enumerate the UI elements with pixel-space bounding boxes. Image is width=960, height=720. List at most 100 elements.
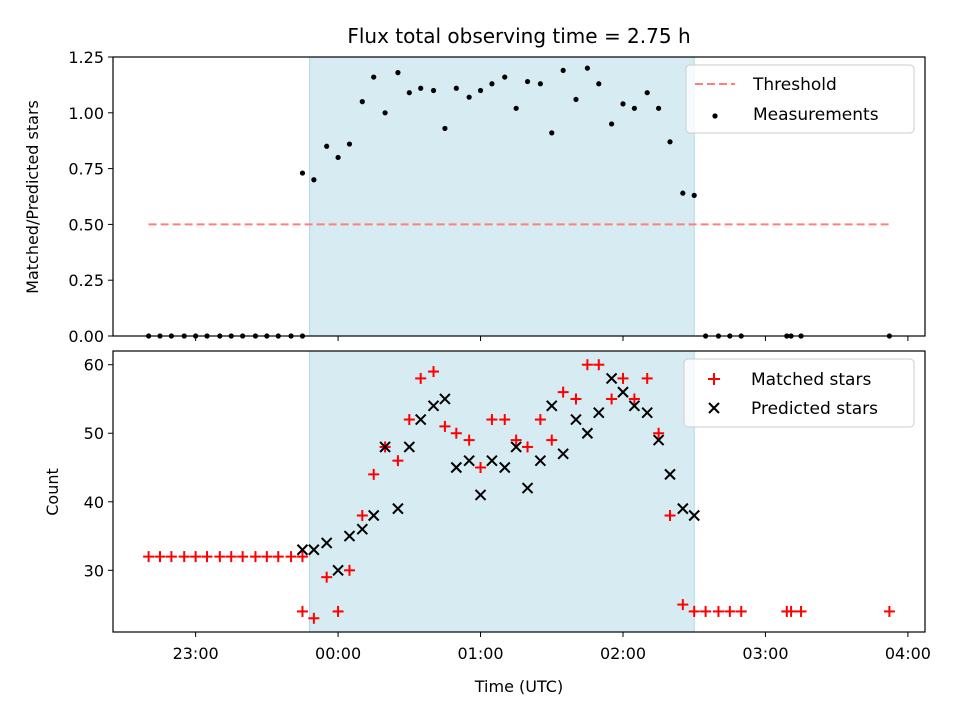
matched-star-point xyxy=(392,455,404,467)
bottom-y-tick-label: 30 xyxy=(84,561,104,580)
legend-predicted-label: Predicted stars xyxy=(751,399,878,419)
measurement-point xyxy=(477,87,484,94)
matched-star-point xyxy=(154,551,166,563)
predicted-star-point xyxy=(581,427,594,439)
predicted-star-point xyxy=(499,461,511,474)
measurement-point xyxy=(382,110,388,116)
measurement-point xyxy=(502,74,508,80)
predicted-star-point xyxy=(557,448,569,460)
matched-star-point xyxy=(486,414,498,426)
predicted-star-point xyxy=(486,454,498,467)
matched-star-point xyxy=(628,393,640,405)
measurement-point xyxy=(359,99,365,105)
top-legend: Threshold Measurements xyxy=(685,64,915,134)
measurement-point xyxy=(667,139,673,145)
bottom-x-tick-label: 04:00 xyxy=(885,644,931,663)
measurement-point xyxy=(691,192,697,198)
measurement-point xyxy=(549,130,555,136)
predicted-star-point xyxy=(343,530,356,542)
top-span-shade xyxy=(309,56,695,337)
measurement-point xyxy=(466,94,472,100)
predicted-star-point xyxy=(439,393,451,405)
matched-star-point xyxy=(428,366,440,378)
measurement-point xyxy=(584,65,590,71)
matched-star-point xyxy=(356,509,368,521)
measurement-point xyxy=(680,190,686,196)
matched-star-point xyxy=(883,605,895,617)
measurement-point xyxy=(430,87,437,94)
matched-star-point xyxy=(463,434,475,446)
matched-star-point xyxy=(700,605,712,617)
matched-star-point xyxy=(368,468,380,480)
matched-star-point xyxy=(534,414,546,426)
predicted-star-point xyxy=(414,413,427,426)
legend-measurements-swatch xyxy=(712,113,718,119)
matched-star-point xyxy=(557,386,569,398)
predicted-star-point xyxy=(332,564,344,577)
measurement-point xyxy=(371,74,377,80)
matched-star-point xyxy=(677,599,689,611)
matched-star-point xyxy=(653,427,665,439)
top-y-tick-label: 0.50 xyxy=(68,215,104,234)
bottom-axes-frame xyxy=(112,350,926,633)
matched-star-point xyxy=(237,551,249,563)
measurement-point xyxy=(620,101,626,107)
measurement-point xyxy=(560,67,566,73)
matched-star-point xyxy=(499,414,511,426)
matched-star-point xyxy=(581,359,593,371)
matched-star-point xyxy=(165,551,177,563)
predicted-star-point xyxy=(652,434,665,446)
matched-star-point xyxy=(272,551,284,563)
measurement-point xyxy=(418,85,424,91)
matched-star-point xyxy=(735,605,747,617)
matched-star-point xyxy=(570,393,582,405)
measurement-point xyxy=(453,85,459,91)
matched-star-point xyxy=(415,372,427,384)
predicted-star-point xyxy=(677,502,689,515)
predicted-star-point xyxy=(356,523,369,535)
predicted-star-point xyxy=(392,502,404,515)
matched-star-point xyxy=(403,414,415,426)
matched-star-point xyxy=(321,571,333,583)
matched-star-point xyxy=(795,605,807,617)
legend-matched-label: Matched stars xyxy=(751,370,871,390)
top-y-ticks: 0.00 0.25 0.50 0.75 1.00 1.25 xyxy=(68,48,113,346)
matched-star-points xyxy=(143,359,895,624)
chart-title: Flux total observing time = 2.75 h xyxy=(347,24,690,48)
predicted-star-point xyxy=(664,468,676,481)
top-y-tick-label: 0.00 xyxy=(68,327,104,346)
matched-star-point xyxy=(249,551,261,563)
measurement-point xyxy=(489,81,495,87)
legend-predicted-swatch xyxy=(708,402,720,414)
predicted-star-point xyxy=(570,413,582,426)
predicted-star-point xyxy=(450,461,463,474)
predicted-star-point xyxy=(427,400,440,412)
predicted-star-points xyxy=(296,372,700,577)
matched-star-point xyxy=(201,551,213,563)
matched-star-point xyxy=(522,441,534,453)
measurement-point xyxy=(324,143,330,149)
bottom-y-tick-label: 50 xyxy=(84,424,104,443)
matched-star-point xyxy=(450,427,462,439)
top-x-ticks xyxy=(195,336,909,341)
predicted-star-point xyxy=(534,454,547,467)
measurement-point xyxy=(656,105,662,111)
predicted-star-point xyxy=(474,489,487,501)
matched-star-point xyxy=(261,551,273,563)
measurement-point xyxy=(311,177,317,183)
matched-star-point xyxy=(617,372,629,384)
predicted-star-point xyxy=(403,441,416,453)
bottom-x-tick-label: 01:00 xyxy=(457,644,503,663)
matched-star-point xyxy=(285,551,297,563)
bottom-y-ticks: 30 40 50 60 xyxy=(84,356,113,580)
bottom-y-axis-label: Count xyxy=(43,468,62,516)
predicted-star-point xyxy=(296,544,309,556)
measurement-point xyxy=(395,70,401,76)
matched-star-point xyxy=(724,605,736,617)
top-y-tick-label: 0.75 xyxy=(68,160,104,179)
matched-star-point xyxy=(296,551,308,563)
measurement-point xyxy=(573,96,579,103)
predicted-star-point xyxy=(510,441,522,453)
measurement-point xyxy=(608,121,615,127)
